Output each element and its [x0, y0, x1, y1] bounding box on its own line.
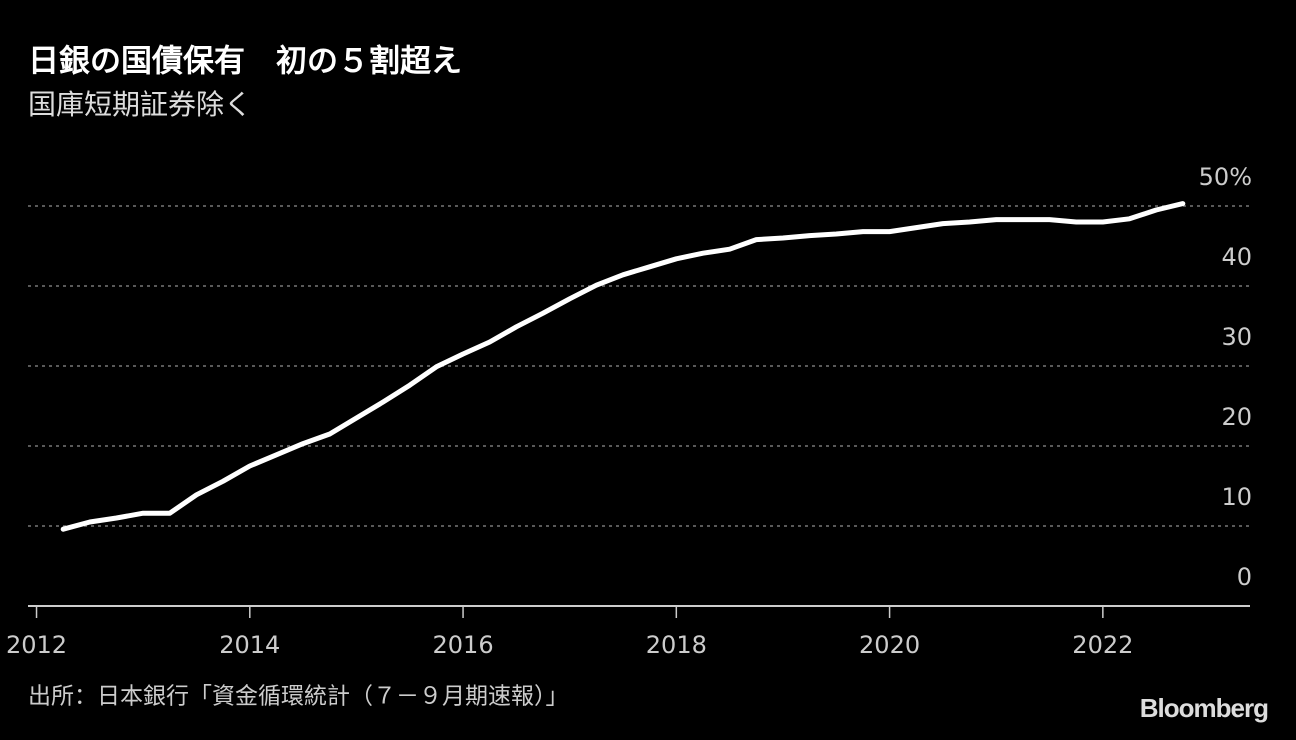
y-tick-label: 50%	[1199, 163, 1252, 191]
data-line	[60, 201, 1186, 532]
chart-title: 日銀の国債保有 初の５割超え	[28, 44, 462, 80]
y-tick-label: 40	[1221, 243, 1252, 271]
y-tick-label: 30	[1221, 323, 1252, 351]
x-tick-label: 2018	[646, 631, 707, 659]
y-tick-label: 10	[1221, 483, 1252, 511]
brand-logo: Bloomberg	[1140, 693, 1268, 723]
y-tick-label: 0	[1237, 563, 1252, 591]
y-tick-label: 20	[1221, 403, 1252, 431]
x-tick-label: 2016	[433, 631, 494, 659]
source-note: 出所：日本銀行「資金循環統計（７－９月期速報）」	[28, 684, 569, 710]
x-tick-label: 2012	[6, 631, 67, 659]
x-tick-label: 2014	[219, 631, 280, 659]
chart-subtitle: 国庫短期証券除く	[28, 88, 252, 121]
x-tick-label: 2022	[1072, 631, 1133, 659]
x-tick-label: 2020	[859, 631, 920, 659]
